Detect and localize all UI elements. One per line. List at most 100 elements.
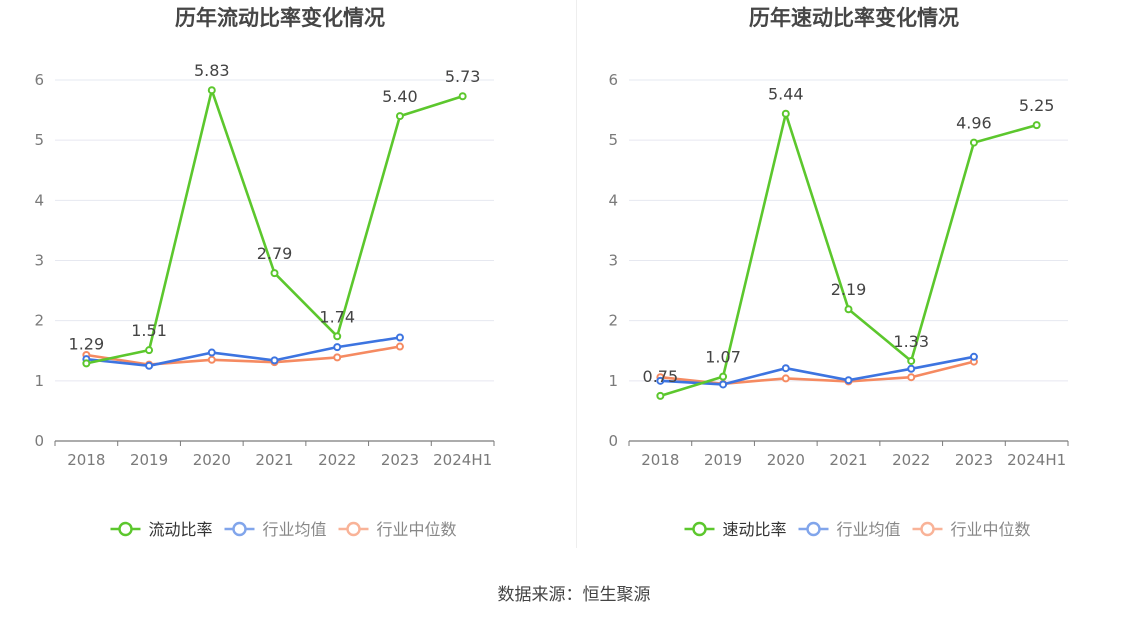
data-label: 2.79 <box>257 244 293 263</box>
legend-marker <box>346 521 361 537</box>
legend-marker <box>806 521 821 537</box>
x-tick-label: 2020 <box>767 451 805 469</box>
data-point <box>458 92 467 101</box>
legend-label: 流动比率 <box>149 520 213 539</box>
x-tick-label: 2019 <box>704 451 742 469</box>
data-label: 1.74 <box>319 307 355 326</box>
y-tick-label: 5 <box>608 131 618 149</box>
data-point <box>145 346 154 355</box>
chart-divider <box>576 0 577 548</box>
series-line <box>86 336 401 368</box>
x-tick-label: 2022 <box>318 451 356 469</box>
x-tick-label: 2024H1 <box>433 451 492 469</box>
legend-item: 流动比率 <box>110 520 213 539</box>
data-point <box>656 376 665 385</box>
y-tick-label: 5 <box>34 131 44 149</box>
legend-item: 速动比率 <box>684 520 787 539</box>
data-point <box>395 342 404 351</box>
x-tick-label: 2020 <box>193 451 231 469</box>
legend-item: 行业均值 <box>798 520 901 539</box>
data-point <box>395 112 404 121</box>
y-tick-label: 0 <box>608 432 618 450</box>
legend-label: 行业中位数 <box>951 520 1031 539</box>
data-label: 1.07 <box>705 348 741 367</box>
legend-marker <box>118 521 133 537</box>
x-tick-label: 2023 <box>955 451 993 469</box>
series-line <box>86 345 401 366</box>
data-point <box>844 305 853 314</box>
data-label: 5.40 <box>382 87 418 106</box>
legend-marker <box>692 521 707 537</box>
data-point <box>333 332 342 341</box>
y-tick-label: 1 <box>608 372 618 390</box>
data-point <box>907 356 916 365</box>
data-point <box>719 380 728 389</box>
data-point <box>781 374 790 383</box>
quick-ratio-chart: 历年速动比率变化情况 0 1 2 3 4 5 6 2018 2019 2020 2021 2022 202… <box>574 0 1148 560</box>
data-point <box>207 86 216 95</box>
data-label: 1.33 <box>893 332 929 351</box>
data-label: 5.25 <box>1019 96 1055 115</box>
data-point <box>656 391 665 400</box>
data-point <box>207 355 216 364</box>
x-tick-label: 2019 <box>130 451 168 469</box>
data-point <box>907 373 916 382</box>
chart-title: 历年速动比率变化情况 <box>749 6 959 30</box>
y-tick-label: 4 <box>34 191 44 209</box>
legend-label: 行业均值 <box>263 520 327 539</box>
x-tick-label: 2018 <box>67 451 105 469</box>
data-label: 1.51 <box>131 321 167 340</box>
data-label: 5.83 <box>194 61 230 80</box>
chart-svg: 历年速动比率变化情况 0 1 2 3 4 5 6 2018 2019 2020 2021 2022 202… <box>608 6 1069 539</box>
x-tick-label: 2024H1 <box>1007 451 1066 469</box>
data-point <box>82 359 91 368</box>
legend-label: 行业均值 <box>837 520 901 539</box>
data-point <box>145 361 154 370</box>
series-line <box>660 355 975 386</box>
x-tick-label: 2018 <box>641 451 679 469</box>
legend-item: 行业中位数 <box>338 520 457 539</box>
y-tick-label: 6 <box>608 71 618 89</box>
data-point <box>333 353 342 362</box>
x-tick-label: 2021 <box>255 451 293 469</box>
data-label: 5.73 <box>445 67 481 86</box>
data-label: 4.96 <box>956 114 992 133</box>
legend-label: 速动比率 <box>723 520 787 539</box>
chart-svg: 历年流动比率变化情况 0 1 2 3 4 5 6 2018 2019 2020 2021 2022 202… <box>34 6 495 539</box>
x-tick-label: 2022 <box>892 451 930 469</box>
y-tick-label: 3 <box>608 252 618 270</box>
data-point <box>781 109 790 118</box>
y-tick-label: 0 <box>34 432 44 450</box>
legend-label: 行业中位数 <box>377 520 457 539</box>
chart-title: 历年流动比率变化情况 <box>175 6 385 30</box>
data-label: 1.29 <box>69 334 105 353</box>
y-tick-label: 6 <box>34 71 44 89</box>
data-point <box>207 348 216 357</box>
data-point <box>907 364 916 373</box>
data-point <box>333 343 342 352</box>
data-point <box>844 376 853 385</box>
y-tick-label: 4 <box>608 191 618 209</box>
data-point <box>969 138 978 147</box>
data-point <box>395 333 404 342</box>
y-tick-label: 2 <box>608 312 618 330</box>
data-point <box>270 356 279 365</box>
legend-marker <box>232 521 247 537</box>
x-tick-label: 2023 <box>381 451 419 469</box>
x-tick-label: 2021 <box>829 451 867 469</box>
data-label: 2.19 <box>831 280 867 299</box>
data-source: 数据来源：恒生聚源 <box>497 585 651 605</box>
y-tick-label: 2 <box>34 312 44 330</box>
data-point <box>781 364 790 373</box>
data-label: 5.44 <box>768 85 804 104</box>
data-label: 0.75 <box>643 367 679 386</box>
data-point <box>969 352 978 361</box>
current-ratio-chart: 历年流动比率变化情况 0 1 2 3 4 5 6 2018 2019 2020 2021 2022 202… <box>0 0 574 560</box>
legend-item: 行业中位数 <box>912 520 1031 539</box>
y-tick-label: 3 <box>34 252 44 270</box>
y-tick-label: 1 <box>34 372 44 390</box>
data-point <box>719 372 728 381</box>
data-point <box>270 269 279 278</box>
data-point <box>1032 121 1041 130</box>
legend-item: 行业均值 <box>224 520 327 539</box>
